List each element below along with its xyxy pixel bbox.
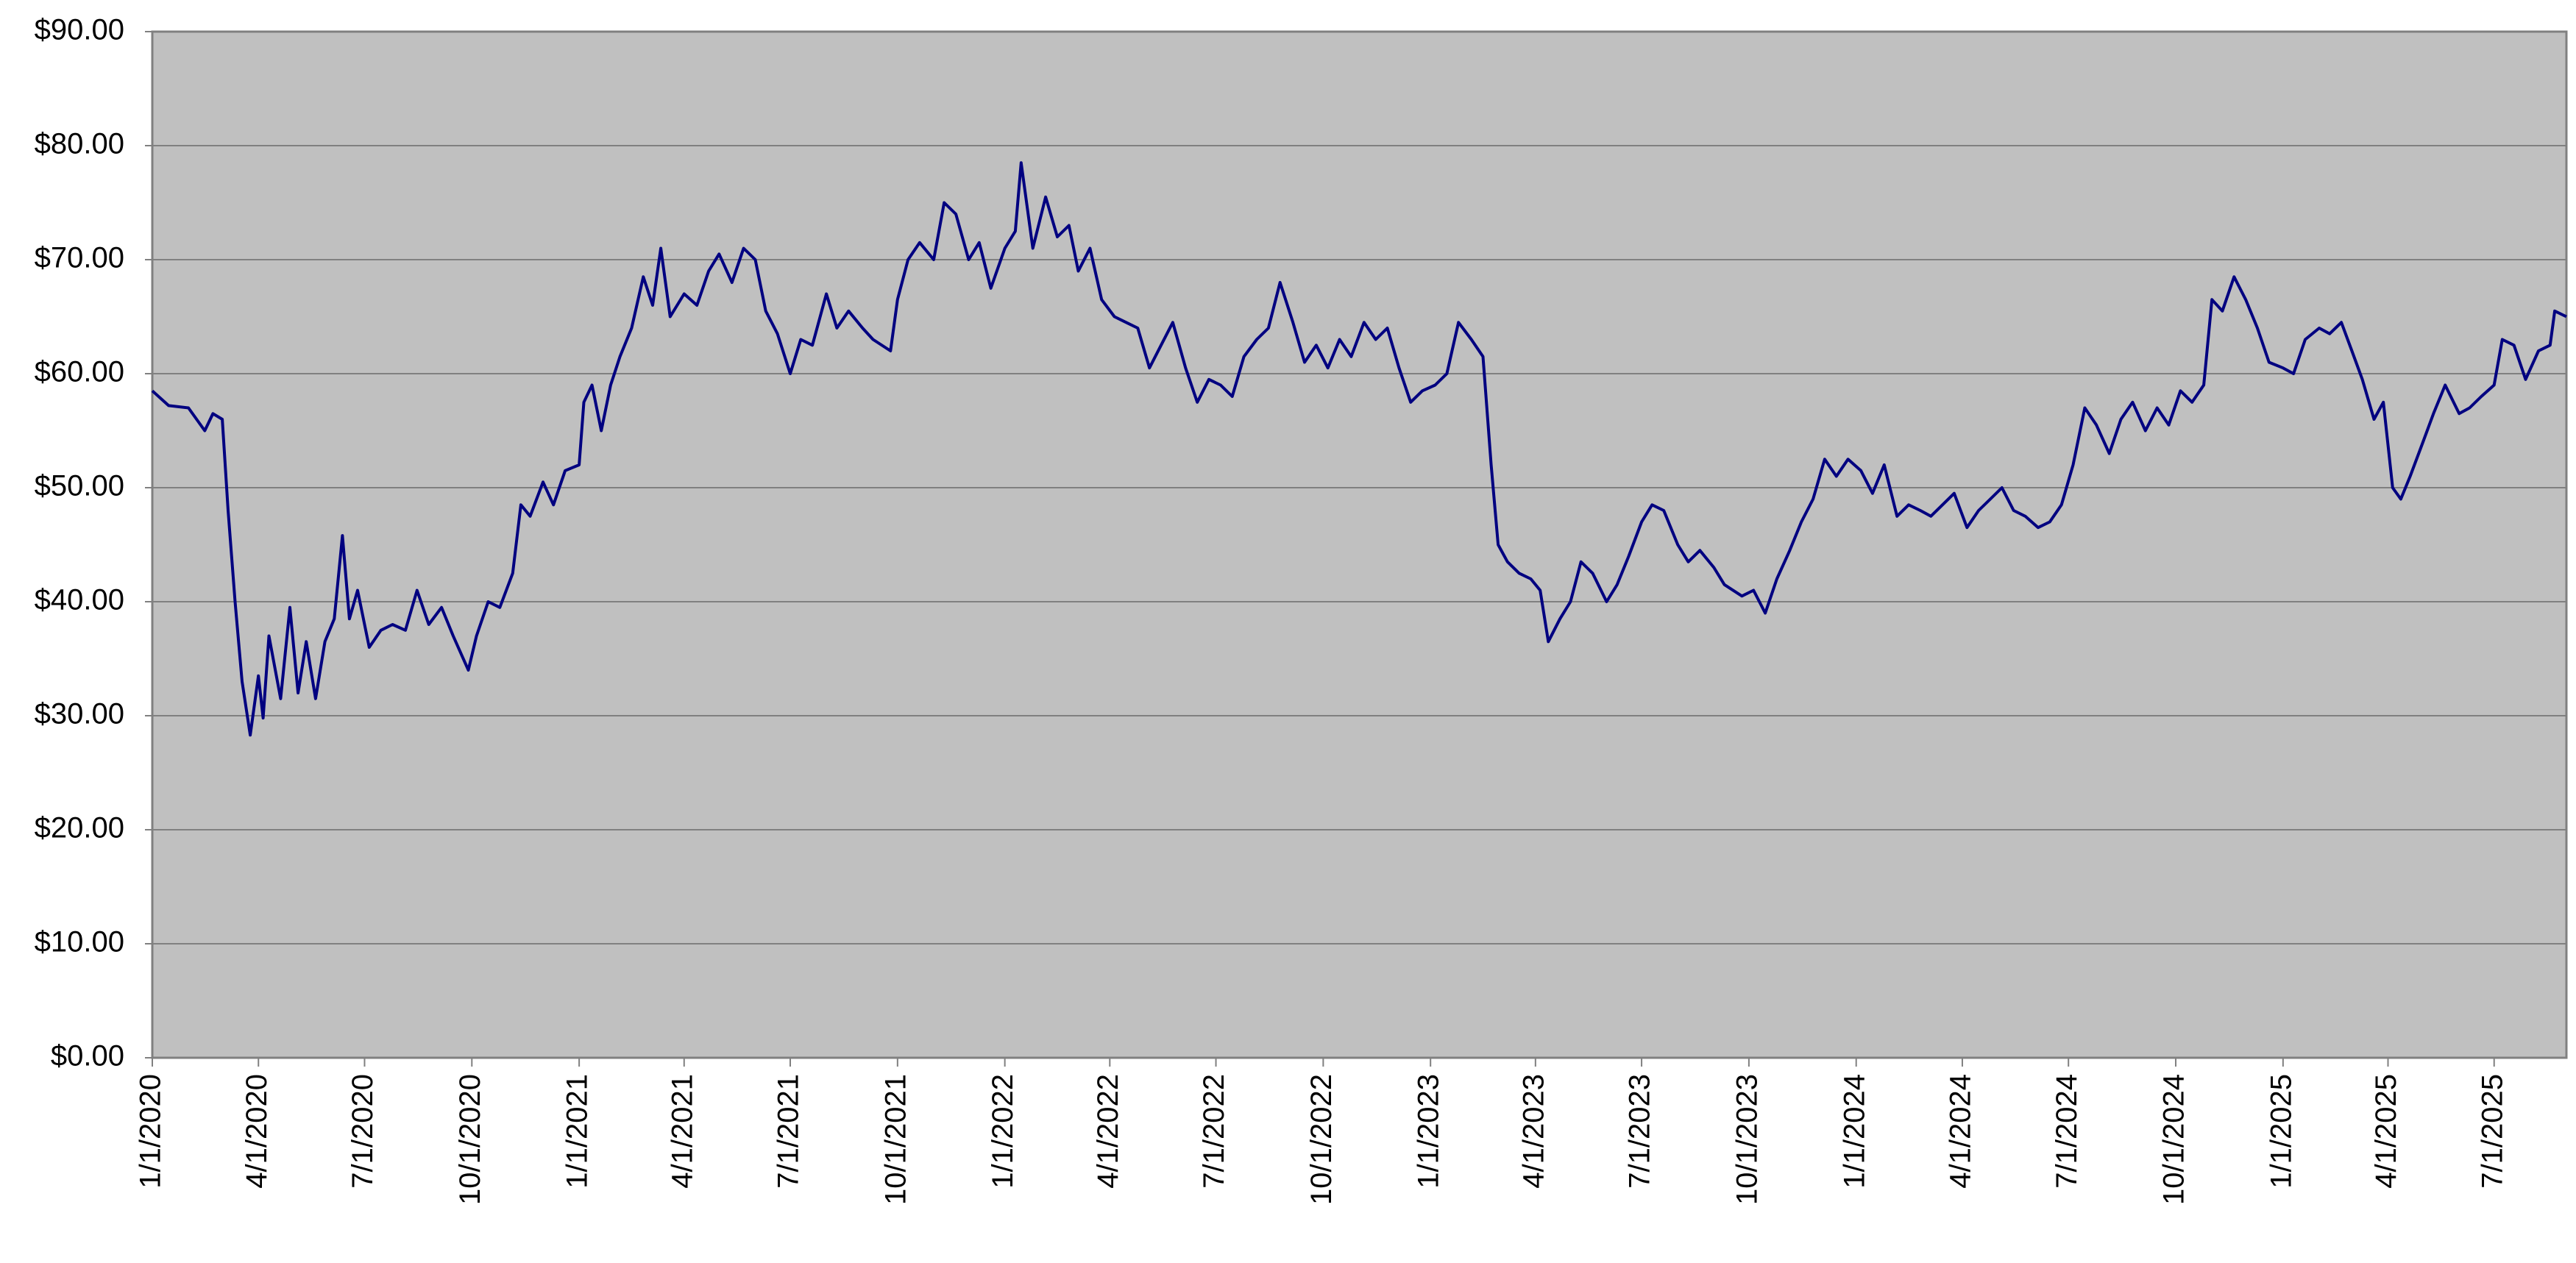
x-tick-label: 4/1/2020 <box>241 1074 273 1189</box>
y-tick-label: $0.00 <box>51 1040 124 1072</box>
y-tick-label: $60.00 <box>35 356 124 388</box>
y-tick-label: $20.00 <box>35 812 124 844</box>
x-tick-label: 10/1/2024 <box>2158 1074 2190 1205</box>
x-tick-label: 1/1/2022 <box>987 1074 1019 1189</box>
price-line <box>151 161 2567 737</box>
x-tick-label: 7/1/2025 <box>2476 1074 2508 1189</box>
x-tick-label: 10/1/2022 <box>1305 1074 1338 1205</box>
y-tick-label: $30.00 <box>35 698 124 730</box>
x-tick-label: 4/1/2022 <box>1092 1074 1124 1189</box>
y-tick-label: $50.00 <box>35 470 124 502</box>
plot-area <box>152 32 2566 1058</box>
x-tick-label: 10/1/2021 <box>879 1074 912 1205</box>
x-tick-label: 4/1/2023 <box>1517 1074 1550 1189</box>
x-tick-label: 1/1/2024 <box>1838 1074 1870 1189</box>
x-tick-label: 4/1/2025 <box>2370 1074 2402 1189</box>
x-tick-label: 1/1/2023 <box>1413 1074 1445 1189</box>
x-tick-label: 4/1/2024 <box>1945 1074 1977 1189</box>
x-tick-label: 1/1/2025 <box>2265 1074 2297 1189</box>
x-tick-label: 7/1/2020 <box>347 1074 379 1189</box>
x-tick-label: 1/1/2021 <box>561 1074 594 1189</box>
x-tick-label: 7/1/2024 <box>2051 1074 2083 1189</box>
y-tick-label: $70.00 <box>35 242 124 274</box>
x-tick-label: 7/1/2023 <box>1624 1074 1656 1189</box>
plot-border <box>151 30 2568 1059</box>
y-tick-label: $80.00 <box>35 128 124 160</box>
x-tick-label: 7/1/2022 <box>1198 1074 1230 1189</box>
y-tick-label: $40.00 <box>35 584 124 616</box>
x-tick-label: 7/1/2021 <box>773 1074 805 1189</box>
x-tick-label: 10/1/2023 <box>1731 1074 1763 1205</box>
x-tick-label: 1/1/2020 <box>135 1074 167 1189</box>
x-tick-label: 10/1/2020 <box>454 1074 486 1205</box>
x-tick-label: 4/1/2021 <box>666 1074 698 1189</box>
y-tick-label: $10.00 <box>35 926 124 958</box>
y-tick-label: $90.00 <box>35 14 124 46</box>
